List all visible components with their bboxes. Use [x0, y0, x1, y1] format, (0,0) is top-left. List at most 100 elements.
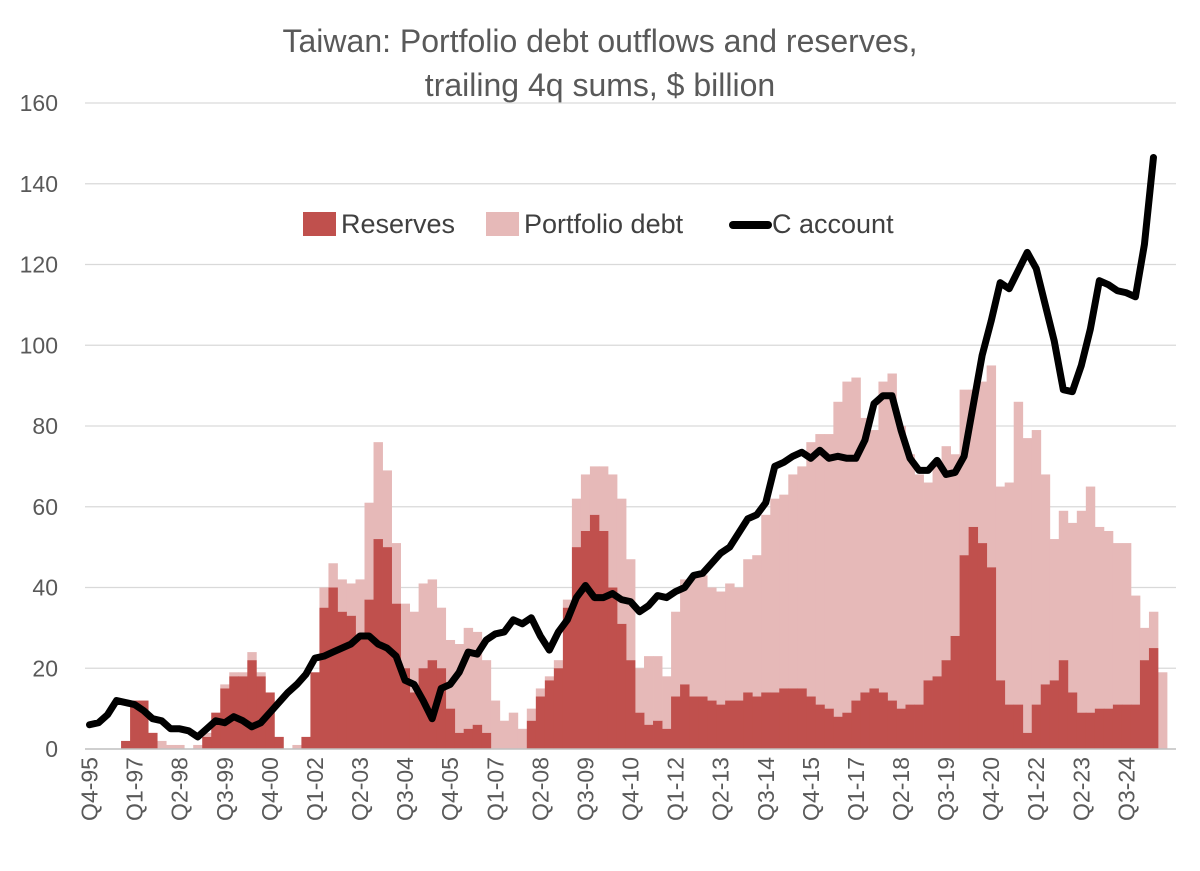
portfolio-debt-bar-q1-12 — [671, 611, 681, 697]
x-tick-label-q2-18: Q2-18 — [888, 757, 914, 821]
reserves-bar-q3-22 — [1049, 680, 1060, 749]
reserves-bar-q1-06 — [454, 732, 465, 749]
portfolio-debt-bar-q3-16 — [833, 401, 843, 717]
reserves-bar-q4-02 — [337, 611, 347, 749]
reserves-bar-q1-13 — [707, 700, 717, 749]
reserves-bar-q4-06 — [481, 732, 492, 749]
reserves-bar-q1-09 — [562, 607, 573, 749]
reserves-series — [121, 514, 1159, 750]
reserves-bar-q4-99 — [229, 676, 239, 749]
portfolio-debt-bar-q1-00 — [238, 672, 248, 677]
x-tick-label-q4-05: Q4-05 — [437, 757, 463, 821]
portfolio-debt-bar-q1-17 — [851, 377, 861, 701]
reserves-bar-q2-97 — [139, 700, 149, 749]
portfolio-debt-bar-q2-00 — [247, 652, 257, 661]
reserves-bar-q1-18 — [887, 700, 897, 749]
reserves-bar-q1-25 — [1139, 660, 1150, 749]
reserves-bar-q1-14 — [743, 692, 753, 749]
reserves-bar-q4-01 — [301, 736, 311, 749]
reserves-bar-q2-13 — [716, 704, 726, 749]
reserves-bar-q3-02 — [328, 587, 338, 749]
reserves-bar-q2-08 — [535, 696, 546, 749]
y-tick-label-140: 140 — [20, 171, 58, 197]
portfolio-debt-bar-q3-09 — [580, 474, 591, 531]
reserves-bar-q2-15 — [788, 688, 798, 749]
c-account-line — [86, 154, 1157, 741]
y-tick-label-100: 100 — [20, 332, 58, 358]
portfolio-debt-bar-q4-21 — [1022, 438, 1033, 733]
reserves-bar-q1-17 — [851, 700, 861, 749]
portfolio-debt-bar-q4-09 — [589, 466, 600, 515]
portfolio-debt-bar-q4-14 — [770, 498, 780, 693]
portfolio-debt-bar-q4-22 — [1058, 510, 1069, 661]
portfolio-debt-bar-q2-10 — [607, 474, 618, 588]
reserves-bar-q2-18 — [896, 708, 906, 750]
portfolio-debt-bar-q1-05 — [418, 583, 429, 669]
reserves-bar-q2-14 — [752, 696, 762, 749]
reserves-bar-q1-20 — [959, 555, 970, 749]
portfolio-debt-bar-q2-98 — [175, 744, 185, 749]
portfolio-debt-bar-q1-09 — [562, 599, 573, 608]
portfolio-debt-bar-q4-23 — [1094, 526, 1105, 709]
reserves-bar-q4-11 — [662, 728, 672, 749]
portfolio-debt-bar-q1-10 — [598, 466, 609, 531]
x-tick-label-q4-95: Q4-95 — [77, 757, 103, 821]
reserves-bar-q2-09 — [571, 547, 582, 750]
portfolio-debt-bar-q2-22 — [1040, 474, 1051, 685]
portfolio-debt-bar-q4-13 — [734, 587, 744, 701]
portfolio-debt-bar-q3-24 — [1121, 543, 1132, 705]
reserves-bar-q2-10 — [607, 587, 618, 749]
portfolio-debt-bar-q2-02 — [319, 587, 329, 608]
x-tick-label-q2-13: Q2-13 — [708, 757, 734, 821]
portfolio-debt-bar-q3-02 — [328, 563, 338, 588]
reserves-bar-q4-08 — [553, 668, 564, 749]
x-tick-label-q1-07: Q1-07 — [482, 757, 508, 821]
reserves-bar-q3-06 — [472, 724, 483, 749]
chart-title-line-1: Taiwan: Portfolio debt outflows and rese… — [283, 23, 918, 59]
reserves-bar-q4-18 — [914, 704, 924, 749]
legend: Reserves Portfolio debt C account — [303, 209, 894, 239]
y-tick-label-80: 80 — [32, 413, 58, 439]
portfolio-debt-bar-q1-08 — [526, 708, 537, 721]
portfolio-debt-bar-q1-15 — [779, 494, 789, 689]
portfolio-debt-bar-q4-05 — [445, 639, 456, 709]
portfolio-debt-bar-q1-22 — [1031, 430, 1042, 705]
chart-title: Taiwan: Portfolio debt outflows and rese… — [283, 23, 918, 103]
portfolio-debt-bar-q1-98 — [166, 744, 176, 749]
portfolio-debt-bar-q4-17 — [878, 381, 888, 693]
portfolio-debt-bar-q3-00 — [256, 672, 266, 677]
x-tick-label-q2-03: Q2-03 — [347, 757, 373, 821]
reserves-bar-q1-97 — [130, 700, 140, 749]
reserves-bar-q1-10 — [598, 530, 609, 749]
reserves-bar-q3-24 — [1121, 704, 1132, 749]
portfolio-debt-bar-q4-11 — [662, 676, 672, 729]
y-tick-label-0: 0 — [45, 736, 58, 762]
reserves-bar-q2-25 — [1148, 648, 1159, 749]
portfolio-debt-bar-q2-09 — [571, 498, 582, 548]
portfolio-debt-bar-q3-11 — [653, 656, 663, 721]
reserves-bar-q2-00 — [247, 660, 257, 749]
reserves-bar-q2-16 — [824, 708, 834, 750]
legend-swatch-portfolio-debt — [486, 212, 519, 236]
portfolio-debt-bar-q2-23 — [1076, 510, 1087, 713]
legend-label-portfolio-debt: Portfolio debt — [524, 209, 684, 239]
reserves-bar-q4-22 — [1058, 660, 1069, 749]
portfolio-debt-bar-q1-16 — [815, 434, 825, 705]
portfolio-debt-bar-q3-17 — [869, 430, 879, 689]
x-tick-label-q1-17: Q1-17 — [843, 757, 869, 821]
reserves-bar-q2-05 — [427, 660, 438, 749]
reserves-bar-q4-12 — [698, 696, 708, 749]
x-tick-label-q4-15: Q4-15 — [798, 757, 824, 821]
portfolio-debt-bar-q2-17 — [860, 417, 870, 693]
portfolio-debt-bar-q3-22 — [1049, 539, 1060, 681]
portfolio-debt-bar-q2-03 — [355, 579, 365, 636]
portfolio-debt-bar-q2-12 — [680, 579, 690, 685]
y-axis-tick-labels: 0 20 40 60 80 100 120 140 160 — [20, 90, 58, 762]
x-tick-label-q3-24: Q3-24 — [1113, 757, 1139, 821]
reserves-bar-q2-06 — [463, 728, 474, 749]
y-tick-label-120: 120 — [20, 252, 58, 278]
x-tick-label-q3-09: Q3-09 — [572, 757, 598, 821]
c-account-series — [86, 154, 1157, 741]
reserves-bar-q2-22 — [1040, 684, 1051, 749]
